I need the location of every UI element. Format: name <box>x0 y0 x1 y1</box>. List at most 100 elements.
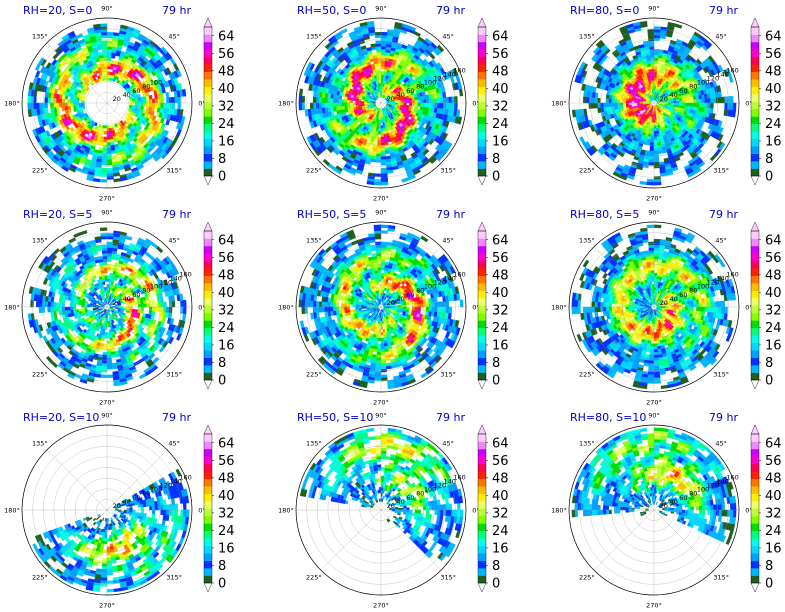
azimuth-tick-label: 225° <box>579 167 595 175</box>
field-cell <box>30 96 34 104</box>
field-cell <box>304 75 310 84</box>
field-cell <box>72 159 80 165</box>
colorbar-tick-label: 8 <box>765 152 773 167</box>
azimuth-tick-label: 270° <box>99 195 115 203</box>
colorbar-tick-label: 32 <box>765 99 782 114</box>
field-cell <box>157 98 162 104</box>
azimuth-tick-label: 225° <box>306 167 322 175</box>
colorbar-tick-label: 56 <box>218 47 235 62</box>
field-cell <box>614 102 618 107</box>
field-cell <box>452 68 459 77</box>
azimuth-tick-label: 135° <box>32 32 48 40</box>
field-cell <box>658 49 664 53</box>
field-cell <box>321 102 325 109</box>
field-cell <box>379 116 382 121</box>
field-cell <box>431 102 436 108</box>
field-cell <box>384 150 391 155</box>
azimuth-tick-label: 315° <box>713 167 729 175</box>
field-cell <box>61 102 65 108</box>
field-cell <box>157 102 162 108</box>
field-cell <box>44 97 48 104</box>
azimuth-tick-label: 180° <box>278 100 294 108</box>
field-cell <box>377 139 382 143</box>
field-cell <box>648 156 655 160</box>
field-cell <box>442 132 449 141</box>
field-cell <box>106 63 111 67</box>
field-cell <box>380 181 389 186</box>
field-cell <box>120 24 128 30</box>
colorbar-tick-label: 0 <box>765 170 773 185</box>
field-cell <box>394 21 403 27</box>
field-cell <box>653 133 658 138</box>
field-cell <box>324 102 328 109</box>
colorbar-bin <box>478 123 486 132</box>
field-cell <box>344 96 348 101</box>
polar-panel-1: 2040608010090°45°0°315°270°225°180°135°R… <box>4 4 234 203</box>
colorbar-bin <box>751 86 759 95</box>
field-cell <box>677 151 685 158</box>
field-cell <box>363 101 368 104</box>
colorbar-bin <box>204 86 212 95</box>
field-cell <box>653 26 661 30</box>
field-cell <box>653 145 659 149</box>
field-cell <box>48 123 54 130</box>
field-cell <box>174 96 179 104</box>
field-cell <box>329 98 334 104</box>
colorbar-bin <box>204 79 212 87</box>
field-cell <box>304 109 309 117</box>
field-cell <box>106 139 111 143</box>
field-cell <box>619 102 624 107</box>
field-cell <box>636 101 641 104</box>
colorbar-bin <box>751 131 759 140</box>
field-cell <box>594 102 598 109</box>
field-cell <box>143 99 147 104</box>
radial-tick-label: 140 <box>444 71 456 79</box>
field-cell <box>376 54 382 59</box>
azimuth-tick-label: 135° <box>306 32 322 40</box>
panel-title-left: RH=50, S=0 <box>297 4 366 17</box>
colorbar-bin <box>478 161 486 169</box>
field-cell <box>180 116 186 124</box>
field-cell <box>380 145 386 149</box>
field-cell <box>112 172 121 177</box>
colorbar-bin <box>478 168 486 177</box>
field-cell <box>651 128 655 132</box>
field-cell <box>417 99 421 104</box>
field-cell <box>100 29 108 33</box>
field-cell <box>154 98 159 104</box>
field-cell <box>143 102 147 107</box>
field-cell <box>165 91 170 99</box>
field-cell <box>375 43 382 47</box>
field-cell <box>97 51 104 56</box>
colorbar-bin <box>478 153 486 162</box>
field-cell <box>374 173 382 177</box>
field-cell <box>649 150 655 155</box>
field-cell <box>454 96 458 104</box>
polar-panel-3: 2040608010012014016090°45°0°315°270°225°… <box>551 4 781 203</box>
field-cell <box>652 119 655 124</box>
azimuth-spoke <box>46 42 108 104</box>
field-cell <box>608 98 612 104</box>
field-cell <box>653 153 659 158</box>
colorbar-bin <box>204 138 212 147</box>
field-cell <box>687 102 692 107</box>
field-cell <box>649 48 655 53</box>
field-cell <box>375 40 382 44</box>
field-cell <box>693 99 697 104</box>
field-cell <box>106 46 113 50</box>
azimuth-tick-label: 315° <box>166 167 182 175</box>
field-cell <box>309 121 315 129</box>
field-cell <box>653 82 656 87</box>
field-cell <box>380 179 389 183</box>
field-cell <box>611 102 615 107</box>
panel-title-left: RH=80, S=0 <box>570 4 639 17</box>
field-cell <box>360 101 365 104</box>
field-cell <box>106 173 114 177</box>
field-cell <box>338 99 342 104</box>
field-cell <box>650 142 655 146</box>
field-cell <box>163 130 169 138</box>
field-cell <box>375 156 382 160</box>
colorbar-bin <box>204 168 212 177</box>
field-cell <box>653 85 656 90</box>
field-cell <box>44 91 49 99</box>
